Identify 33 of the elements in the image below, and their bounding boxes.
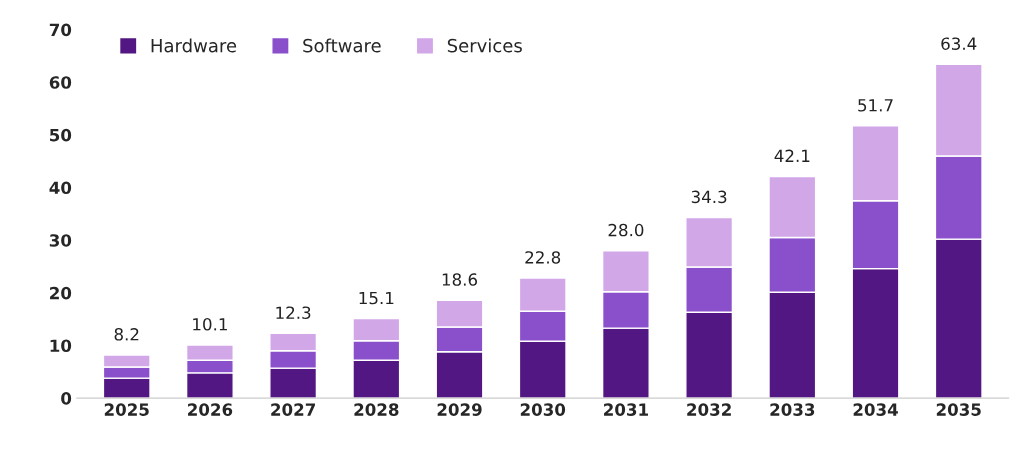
x-tick-label: 2029	[437, 403, 482, 416]
legend-label: Hardware	[151, 38, 237, 53]
y-tick-label: 10	[50, 339, 72, 353]
total-label: 51.7	[858, 99, 893, 112]
legend-label: Services	[447, 38, 522, 53]
x-tick-label: 2034	[853, 403, 898, 416]
y-tick-label: 70	[49, 23, 72, 37]
total-label: 15.1	[359, 291, 394, 305]
y-tick-label: 20	[50, 286, 72, 300]
x-tick-label: 2031	[604, 403, 648, 416]
total-label: 63.4	[941, 37, 977, 50]
x-tick-label: 2027	[271, 403, 315, 416]
total-label: 22.8	[525, 251, 561, 264]
x-tick-label: 2030	[520, 403, 566, 416]
total-label: 34.3	[691, 190, 727, 204]
total-label: 18.6	[442, 273, 478, 286]
total-label: 10.1	[193, 318, 227, 331]
total-label: 8.2	[114, 328, 139, 341]
y-tick-label: 60	[49, 76, 72, 89]
total-label: 28.0	[608, 223, 644, 237]
total-label: 42.1	[774, 149, 810, 162]
y-tick-label: 40	[49, 181, 72, 195]
y-tick-label: 30	[49, 234, 72, 247]
x-tick-label: 2028	[354, 403, 399, 416]
total-label: 12.3	[276, 306, 311, 320]
x-tick-label: 2026	[188, 403, 233, 416]
x-tick-label: 2032	[687, 403, 731, 416]
legend-label: Software	[303, 38, 381, 53]
x-tick-label: 2025	[104, 403, 149, 416]
x-tick-label: 2035	[936, 403, 981, 416]
y-tick-label: 0	[61, 392, 72, 405]
x-tick-label: 2033	[770, 403, 815, 416]
y-tick-label: 50	[50, 128, 72, 142]
